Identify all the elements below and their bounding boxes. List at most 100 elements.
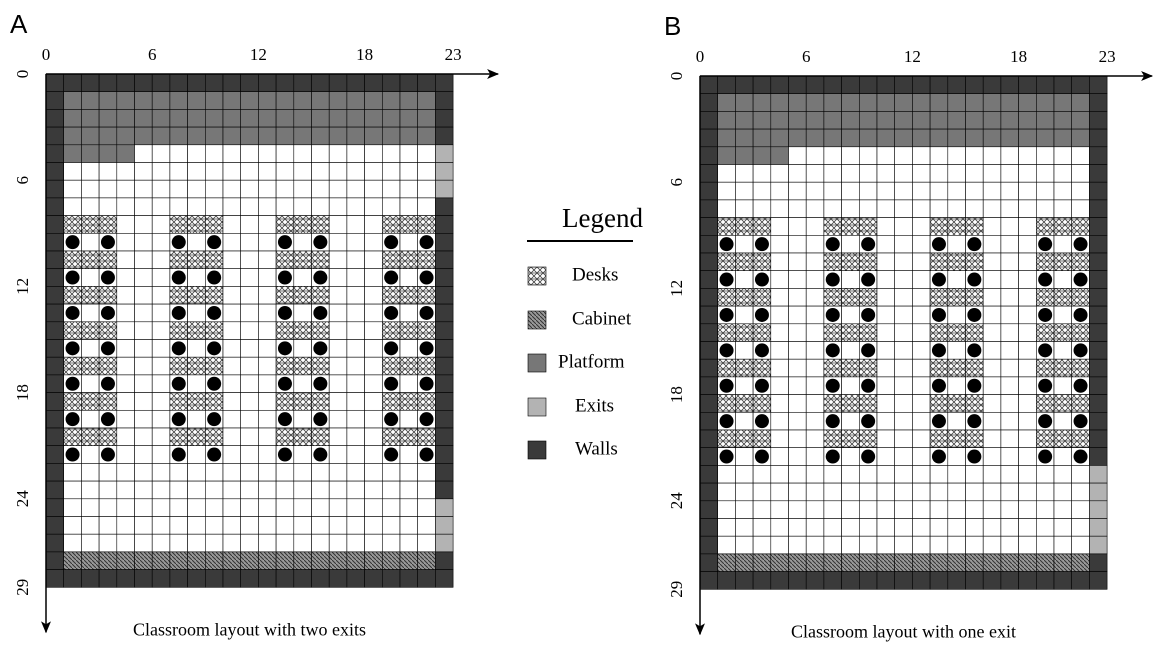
cell-wall	[45, 73, 65, 93]
cell-wall	[752, 75, 772, 95]
cell-cab	[894, 553, 913, 572]
seat	[65, 270, 80, 285]
cell-plat	[205, 91, 224, 110]
cell-cab	[947, 553, 966, 572]
cell-floor	[187, 162, 206, 181]
cell-desk	[1071, 288, 1090, 307]
cell-floor	[187, 179, 206, 199]
cell-floor	[770, 429, 789, 449]
cell-wall	[399, 73, 419, 93]
cell-floor	[788, 482, 807, 502]
cell-floor	[364, 392, 383, 411]
cell-floor	[894, 288, 913, 307]
cell-floor	[258, 179, 277, 199]
cell-floor	[293, 303, 312, 323]
cell-floor	[134, 144, 153, 163]
seat	[277, 376, 292, 391]
cell-floor	[346, 427, 365, 447]
cell-floor	[912, 447, 931, 466]
cell-floor	[240, 179, 259, 199]
cell-floor	[805, 270, 825, 289]
cell-floor	[293, 374, 312, 393]
cell-plat	[346, 91, 365, 110]
cell-desk	[169, 286, 188, 305]
seat	[967, 307, 982, 322]
cell-floor	[81, 374, 100, 393]
cell-floor	[982, 465, 1002, 484]
cell-wall	[1089, 146, 1108, 165]
cell-floor	[187, 303, 206, 323]
cell-desk	[717, 288, 736, 307]
y-tick-label: 12	[667, 280, 686, 297]
classroom-grid	[45, 73, 454, 588]
seat	[1038, 414, 1053, 429]
cell-floor	[788, 535, 807, 555]
cell-floor	[717, 482, 736, 502]
cell-cab	[399, 551, 419, 570]
cell-desk	[417, 427, 436, 447]
cell-wall	[240, 569, 259, 588]
cell-floor	[752, 535, 772, 555]
cell-floor	[116, 498, 135, 517]
cell-wall	[717, 75, 736, 95]
cell-floor	[823, 535, 842, 555]
cell-floor	[912, 376, 931, 395]
cell-cab	[858, 553, 878, 572]
cell-floor	[1071, 482, 1090, 502]
cell-floor	[982, 146, 1002, 165]
cell-floor	[788, 429, 807, 449]
cell-floor	[63, 162, 82, 181]
cell-wall	[435, 409, 454, 429]
seat	[1038, 378, 1053, 393]
cell-wall	[435, 445, 454, 464]
cell-desk	[735, 429, 754, 449]
cell-cab	[275, 551, 295, 570]
cell-floor	[240, 392, 259, 411]
cell-wall	[1089, 181, 1108, 201]
cell-floor	[912, 411, 931, 431]
cell-floor	[770, 482, 789, 502]
cell-desk	[841, 217, 860, 236]
cell-floor	[134, 463, 153, 482]
cell-wall	[965, 75, 984, 95]
cell-exit	[1089, 500, 1108, 519]
cell-wall	[947, 75, 966, 95]
cell-floor	[258, 409, 277, 429]
cell-plat	[328, 126, 348, 146]
cell-desk	[1036, 252, 1055, 272]
seat	[719, 414, 734, 429]
cell-floor	[328, 321, 348, 340]
seat	[313, 270, 328, 285]
cell-floor	[876, 217, 896, 236]
cell-plat	[841, 111, 860, 130]
cell-floor	[929, 518, 949, 537]
cell-floor	[116, 286, 135, 305]
cell-floor	[1053, 482, 1073, 502]
cell-desk	[1036, 394, 1055, 413]
cell-floor	[222, 392, 242, 411]
cell-floor	[841, 341, 860, 360]
seat	[100, 412, 115, 427]
cell-desk	[823, 252, 842, 272]
cell-desk	[841, 288, 860, 307]
cell-desk	[1071, 252, 1090, 272]
cell-floor	[805, 376, 825, 395]
cell-wall	[381, 73, 401, 93]
cell-floor	[364, 339, 383, 358]
cell-floor	[364, 533, 383, 553]
seat	[65, 305, 80, 320]
cell-floor	[81, 339, 100, 358]
cell-desk	[965, 394, 984, 413]
cell-floor	[346, 250, 365, 270]
cell-floor	[1018, 181, 1037, 201]
cell-floor	[240, 303, 259, 323]
cell-plat	[81, 109, 100, 128]
cell-floor	[841, 535, 860, 555]
cell-desk	[63, 356, 82, 376]
cell-floor	[275, 533, 295, 553]
cell-desk	[98, 286, 118, 305]
cell-wall	[45, 162, 65, 181]
cell-desk	[1071, 217, 1090, 236]
cell-floor	[965, 465, 984, 484]
